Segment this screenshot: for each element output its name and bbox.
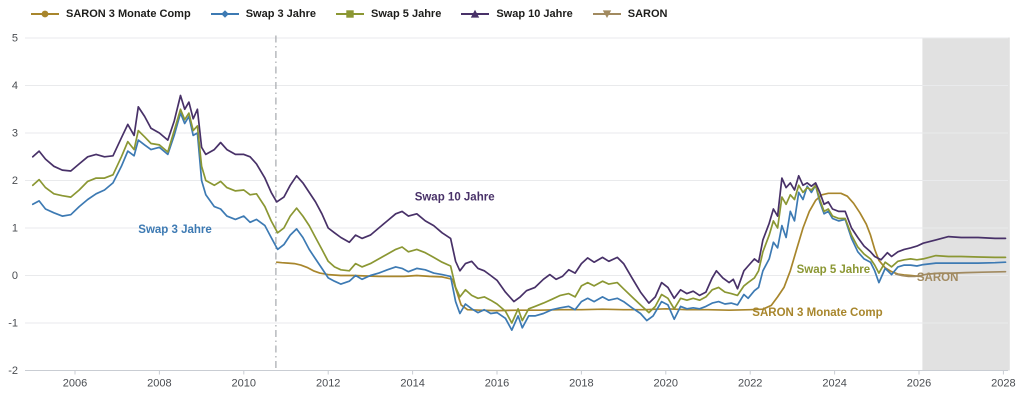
- x-axis-tick-label: 2008: [147, 378, 171, 390]
- y-axis-tick-label: 0: [12, 270, 18, 282]
- circle-marker-icon: [31, 10, 59, 18]
- series-annotation: Swap 10 Jahre: [415, 191, 495, 203]
- x-axis-tick-label: 2024: [822, 378, 846, 390]
- series-line-saron: [894, 270, 1007, 278]
- y-axis-tick-label: 2: [12, 175, 18, 187]
- legend-item-saron3m[interactable]: SARON 3 Monate Comp: [30, 8, 191, 20]
- x-axis-tick-label: 2012: [316, 378, 340, 390]
- x-axis-tick-label: 2018: [569, 378, 593, 390]
- series-line-swap10: [31, 94, 1007, 304]
- legend-label: Swap 10 Jahre: [496, 8, 573, 20]
- y-axis-tick-label: 3: [12, 128, 18, 140]
- y-axis-tick-label: 1: [12, 223, 18, 235]
- series-annotation: SARON 3 Monate Comp: [752, 307, 882, 319]
- x-axis-tick-label: 2022: [738, 378, 762, 390]
- diamond-marker-icon: [210, 10, 239, 18]
- legend-label: SARON 3 Monate Comp: [66, 8, 191, 20]
- legend-label: SARON: [627, 8, 668, 20]
- x-axis-tick-label: 2028: [991, 378, 1015, 390]
- legend-label: Swap 5 Jahre: [371, 8, 442, 20]
- y-axis-tick-label: 5: [12, 33, 18, 45]
- legend-label: Swap 3 Jahre: [245, 8, 317, 20]
- forecast-band: [922, 37, 1010, 371]
- x-axis-tick-label: 2014: [400, 378, 424, 390]
- legend-item-swap5[interactable]: Swap 5 Jahre: [335, 8, 441, 20]
- legend: SARON 3 Monate Comp Swap 3 Jahre Swap 5 Ja…: [30, 8, 668, 20]
- square-marker-icon: [336, 10, 365, 18]
- series-annotation: Swap 3 Jahre: [138, 224, 212, 236]
- series-annotation: SARON: [917, 272, 959, 284]
- x-axis-tick-label: 2020: [654, 378, 678, 390]
- y-axis-tick-label: -1: [8, 318, 18, 330]
- legend-item-swap10[interactable]: Swap 10 Jahre: [460, 8, 573, 20]
- y-axis-tick-label: -2: [8, 365, 18, 377]
- x-axis-tick-label: 2010: [232, 378, 256, 390]
- triangle-up-marker-icon: [461, 9, 490, 18]
- triangle-down-marker-icon: [592, 10, 621, 18]
- series-annotation: Swap 5 Jahre: [797, 264, 871, 276]
- legend-item-swap3[interactable]: Swap 3 Jahre: [210, 8, 316, 20]
- series-line-swap5: [31, 108, 1007, 324]
- y-axis-tick-label: 4: [12, 80, 18, 92]
- legend-item-saron[interactable]: SARON: [592, 8, 668, 20]
- x-axis-tick-label: 2006: [63, 378, 87, 390]
- x-axis-tick-label: 2016: [485, 378, 509, 390]
- x-axis-tick-label: 2026: [907, 378, 931, 390]
